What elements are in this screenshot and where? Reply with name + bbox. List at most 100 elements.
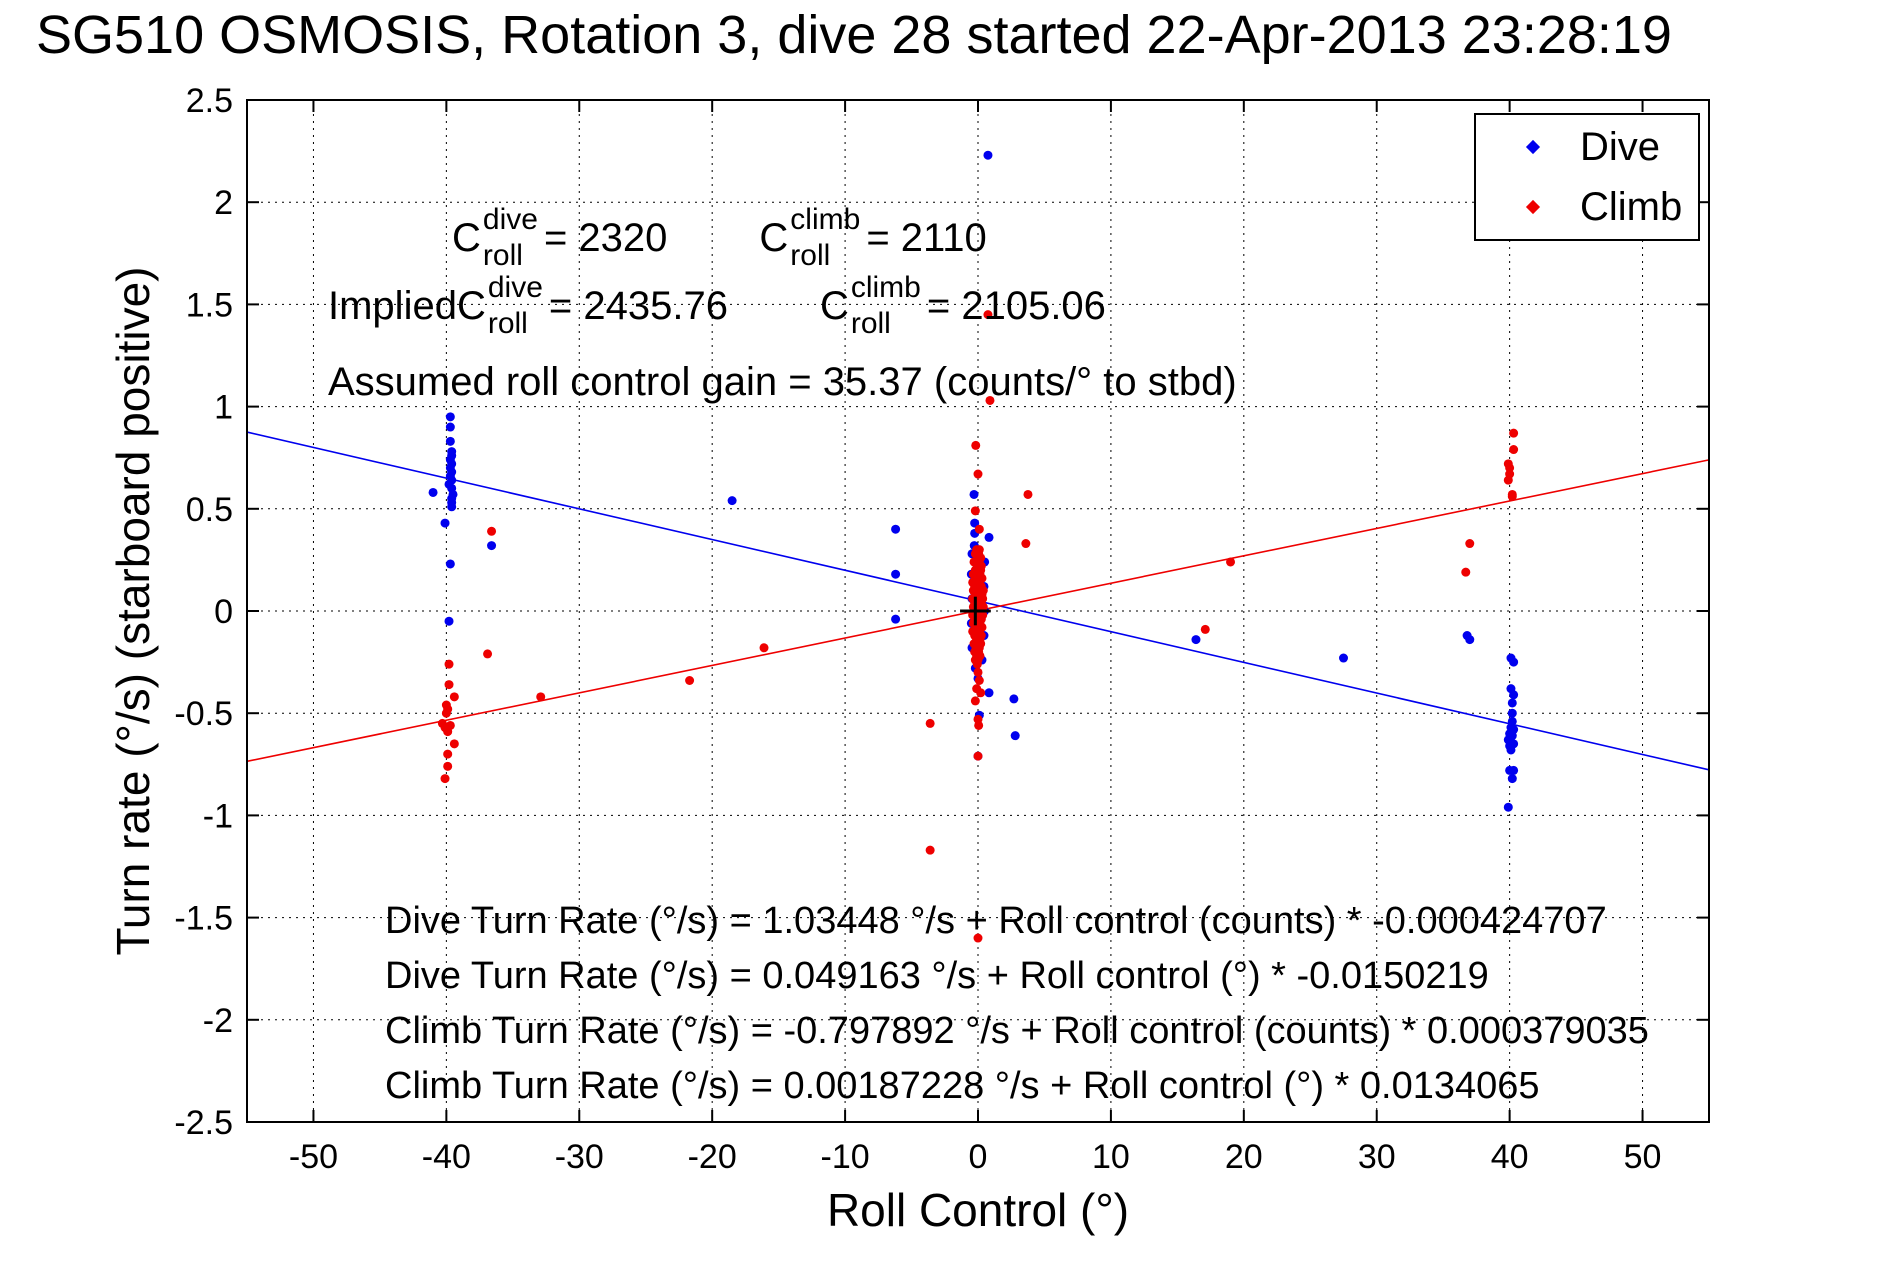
scatter-point-climb (487, 526, 497, 536)
scatter-point-dive (445, 559, 455, 569)
equation-climb-degrees: Climb Turn Rate (°/s) = 0.00187228 °/s +… (385, 1065, 1540, 1107)
scatter-point-climb (449, 692, 459, 702)
scatter-point-dive (891, 569, 901, 579)
scatter-point-climb (974, 675, 984, 685)
scatter-point-climb (1509, 428, 1519, 438)
scatter-point-climb (925, 718, 935, 728)
scatter-point-dive (1191, 635, 1201, 645)
equation-dive-counts: Dive Turn Rate (°/s) = 1.03448 °/s + Rol… (385, 900, 1607, 942)
scatter-point-dive (1506, 745, 1516, 755)
legend-entry-climb: Climb (1476, 177, 1698, 237)
scatter-point-climb (973, 469, 983, 479)
scatter-point-dive (1503, 802, 1513, 812)
scatter-point-climb (1461, 567, 1471, 577)
y-tick-label: 0 (214, 593, 233, 631)
scatter-point-climb (973, 933, 983, 943)
scatter-point-dive (444, 616, 454, 626)
scatter-point-climb (1021, 539, 1031, 549)
y-tick-label: -0.5 (174, 695, 233, 733)
scatter-point-dive (445, 436, 455, 446)
scatter-point-dive (440, 518, 450, 528)
y-tick-label: -2.5 (174, 1104, 233, 1142)
x-tick-label: -10 (821, 1138, 870, 1176)
scatter-point-climb (970, 506, 980, 516)
scatter-point-climb (1509, 445, 1519, 455)
legend-label-dive: Dive (1580, 124, 1661, 169)
scatter-point-dive (1507, 774, 1517, 784)
x-tick-label: 0 (969, 1138, 988, 1176)
y-tick-label: -1 (203, 797, 233, 835)
scatter-point-climb (441, 708, 451, 718)
scatter-point-climb (759, 643, 769, 653)
scatter-point-climb (443, 761, 453, 771)
x-tick-label: 50 (1624, 1138, 1662, 1176)
legend: Dive Climb (1474, 113, 1700, 241)
scatter-point-dive (891, 524, 901, 534)
scatter-point-dive (428, 487, 438, 497)
scatter-point-dive (970, 518, 980, 528)
scatter-point-climb (1023, 489, 1033, 499)
scatter-point-climb (1465, 539, 1475, 549)
scatter-point-climb (971, 440, 981, 450)
y-tick-label: -2 (203, 1002, 233, 1040)
legend-label-climb: Climb (1580, 184, 1683, 229)
scatter-point-climb (974, 720, 984, 730)
scatter-point-climb (536, 692, 546, 702)
scatter-point-dive (983, 150, 993, 160)
scatter-point-climb (974, 524, 984, 534)
scatter-point-dive (1509, 657, 1519, 667)
x-tick-label: 30 (1358, 1138, 1396, 1176)
climb-marker-icon (1525, 199, 1541, 215)
scatter-point-climb (1503, 475, 1513, 485)
x-tick-label: 40 (1491, 1138, 1529, 1176)
scatter-point-dive (487, 541, 497, 551)
scatter-point-climb (925, 845, 935, 855)
annotation-equations: Dive Turn Rate (°/s) = 1.03448 °/s + Rol… (385, 894, 1649, 1114)
legend-entry-dive: Dive (1476, 117, 1698, 177)
scatter-point-climb (444, 680, 454, 690)
scatter-point-dive (984, 532, 994, 542)
y-tick-label: 2 (214, 184, 233, 222)
scatter-point-climb (483, 649, 493, 659)
scatter-point-climb (1226, 557, 1236, 567)
y-tick-label: 1.5 (186, 286, 233, 324)
x-tick-label: -50 (289, 1138, 338, 1176)
y-tick-label: 2.5 (186, 82, 233, 120)
x-tick-label: -20 (688, 1138, 737, 1176)
scatter-point-dive (984, 688, 994, 698)
scatter-point-dive (1010, 731, 1020, 741)
scatter-point-climb (976, 688, 986, 698)
x-tick-label: -40 (422, 1138, 471, 1176)
dive-marker-icon (1525, 139, 1541, 155)
equation-dive-degrees: Dive Turn Rate (°/s) = 0.049163 °/s + Ro… (385, 955, 1489, 997)
scatter-point-climb (449, 739, 459, 749)
y-tick-label: 1 (214, 389, 233, 427)
x-tick-label: -30 (555, 1138, 604, 1176)
y-tick-label: 0.5 (186, 491, 233, 529)
scatter-point-dive (1507, 708, 1517, 718)
y-axis-label: Turn rate (°/s) (starboard positive) (107, 266, 159, 956)
scatter-point-dive (1509, 765, 1519, 775)
scatter-point-dive (969, 489, 979, 499)
scatter-point-climb (440, 774, 450, 784)
scatter-point-climb (973, 667, 983, 677)
chart-title: SG510 OSMOSIS, Rotation 3, dive 28 start… (36, 5, 1672, 65)
scatter-point-dive (445, 412, 455, 422)
scatter-point-climb (973, 751, 983, 761)
scatter-point-dive (445, 422, 455, 432)
scatter-point-climb (444, 659, 454, 669)
scatter-point-dive (1009, 694, 1019, 704)
scatter-point-dive (891, 614, 901, 624)
scatter-point-dive (1509, 690, 1519, 700)
x-tick-label: 10 (1092, 1138, 1130, 1176)
scatter-point-climb (1200, 624, 1210, 634)
y-tick-label: -1.5 (174, 900, 233, 938)
